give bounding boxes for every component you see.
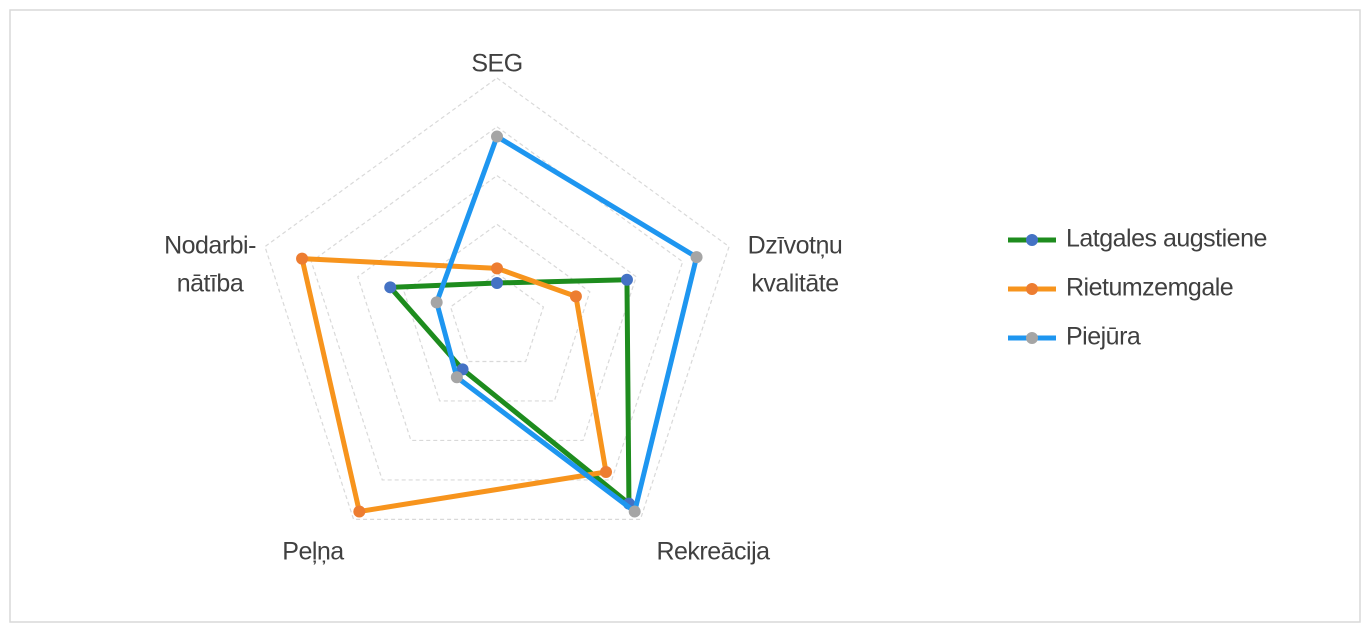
legend-label: Rietumzemgale: [1066, 274, 1233, 302]
category-label: SEG: [471, 50, 522, 78]
data-point: [430, 296, 443, 309]
data-point: [384, 281, 397, 294]
data-point: [620, 273, 633, 286]
series-line: [387, 277, 632, 507]
category-label: Nodarbi-: [164, 232, 256, 260]
data-point: [491, 276, 503, 289]
category-label: Peļņa: [282, 538, 344, 566]
grid-ring: [264, 77, 730, 521]
grid-ring: [403, 223, 591, 402]
legend-marker: [1026, 283, 1038, 295]
category-label: Dzīvotņu: [748, 232, 843, 260]
data-point: [599, 466, 612, 479]
data-point: [491, 130, 503, 143]
legend-label: Latgales augstiene: [1066, 225, 1267, 253]
data-point: [690, 251, 703, 264]
data-point: [353, 505, 366, 518]
data-point: [296, 252, 309, 265]
data-point: [569, 290, 582, 303]
grid-ring: [449, 272, 545, 363]
series-line: [299, 256, 609, 515]
category-label: Rekreācija: [656, 538, 770, 566]
legend-marker: [1026, 234, 1038, 246]
data-point: [628, 505, 641, 518]
series-line: [434, 134, 700, 515]
data-point: [491, 262, 503, 275]
grid-ring: [357, 174, 637, 442]
legend-label: Piejūra: [1066, 323, 1141, 351]
legend-marker: [1026, 332, 1038, 344]
data-point: [450, 371, 463, 384]
chart-border: [9, 9, 1361, 623]
category-label: kvalitāte: [751, 270, 838, 298]
grid-ring: [310, 126, 684, 481]
category-label: nātība: [177, 270, 244, 298]
